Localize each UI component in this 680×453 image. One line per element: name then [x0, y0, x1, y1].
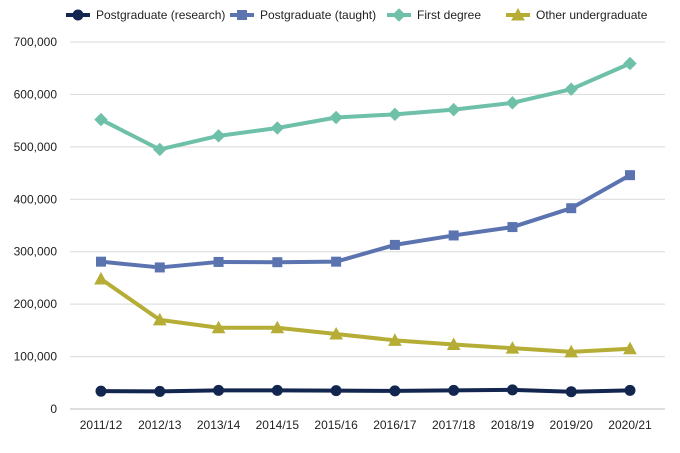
series-line	[99, 173, 632, 270]
data-point-postgraduate-research	[565, 386, 577, 398]
data-point-postgraduate-taught	[154, 262, 165, 273]
legend-label: First degree	[417, 8, 481, 22]
y-tick-label: 0	[50, 402, 57, 416]
x-tick-label: 2018/19	[491, 418, 535, 432]
data-point-first-degree	[94, 112, 108, 127]
data-point-other-undergraduate	[329, 326, 343, 340]
data-point-first-degree	[446, 102, 461, 117]
legend-item: Postgraduate (taught)	[230, 8, 376, 22]
series-postgraduate-research	[95, 384, 636, 398]
data-point-postgraduate-taught	[507, 222, 518, 233]
legend: Postgraduate (research) Postgraduate (tau…	[66, 7, 648, 22]
legend-item: Postgraduate (research)	[66, 8, 225, 22]
data-point-other-undergraduate	[564, 344, 579, 358]
data-point-postgraduate-taught	[331, 256, 342, 267]
data-point-postgraduate-research	[213, 384, 225, 396]
data-point-postgraduate-research	[624, 384, 636, 396]
legend-label: Other undergraduate	[536, 8, 648, 22]
y-tick-label: 300,000	[14, 245, 58, 259]
x-tick-label: 2019/20	[550, 418, 594, 432]
series-lines	[94, 56, 637, 398]
series-line	[99, 387, 632, 394]
data-point-postgraduate-research	[448, 384, 460, 396]
x-tick-label: 2020/21	[608, 418, 652, 432]
legend-marker	[392, 8, 406, 22]
y-tick-label: 200,000	[14, 297, 58, 311]
data-point-other-undergraduate	[623, 341, 637, 355]
y-tick-label: 500,000	[14, 140, 58, 154]
data-point-first-degree	[270, 121, 285, 135]
data-point-postgraduate-research	[154, 385, 166, 397]
data-point-postgraduate-taught	[96, 256, 106, 267]
data-point-other-undergraduate	[446, 337, 461, 351]
data-point-other-undergraduate	[388, 333, 402, 346]
series-postgraduate-taught	[96, 170, 635, 273]
y-tick-label: 100,000	[14, 350, 58, 364]
data-point-postgraduate-research	[389, 385, 401, 397]
data-point-first-degree	[329, 110, 343, 125]
data-point-postgraduate-taught	[448, 230, 459, 241]
data-point-first-degree	[388, 107, 402, 122]
data-point-other-undergraduate	[94, 271, 108, 285]
data-point-first-degree	[623, 56, 637, 71]
data-point-postgraduate-taught	[566, 203, 577, 214]
data-point-postgraduate-research	[271, 384, 283, 396]
data-point-first-degree	[211, 129, 226, 143]
data-point-other-undergraduate	[505, 341, 520, 354]
series-line	[99, 276, 632, 354]
x-tick-label: 2016/17	[373, 418, 417, 432]
data-point-first-degree	[153, 142, 167, 157]
data-point-first-degree	[505, 96, 520, 110]
x-tick-label: 2017/18	[432, 418, 476, 432]
legend-marker	[511, 7, 525, 21]
data-point-first-degree	[564, 82, 578, 96]
data-point-other-undergraduate	[211, 320, 226, 334]
data-point-postgraduate-taught	[272, 257, 283, 268]
data-point-other-undergraduate	[270, 320, 285, 334]
data-point-postgraduate-research	[330, 385, 342, 397]
series-other-undergraduate	[94, 271, 637, 358]
series-line	[99, 61, 632, 152]
data-point-postgraduate-taught	[389, 239, 400, 250]
y-tick-label: 400,000	[14, 192, 58, 206]
data-point-postgraduate-taught	[625, 170, 635, 181]
x-tick-label: 2014/15	[256, 418, 300, 432]
legend-item: Other undergraduate	[506, 7, 648, 22]
x-tick-label: 2012/13	[138, 418, 182, 432]
legend-marker	[237, 10, 247, 20]
data-point-postgraduate-research	[95, 385, 107, 397]
data-point-postgraduate-taught	[213, 256, 224, 267]
y-tick-label: 700,000	[14, 35, 58, 49]
series-first-degree	[94, 56, 637, 157]
y-axis-tick-labels: 0 100,000 200,000 300,000 400,000 500,000 600,…	[14, 35, 58, 416]
legend-label: Postgraduate (research)	[96, 8, 225, 22]
x-axis-tick-labels: 2011/12 2012/13 2013/14 2014/15 2015/16 2016/…	[80, 418, 652, 432]
x-tick-label: 2011/12	[80, 418, 123, 432]
legend-item: First degree	[387, 8, 481, 22]
data-point-other-undergraduate	[152, 312, 167, 326]
x-tick-label: 2015/16	[314, 418, 358, 432]
legend-label: Postgraduate (taught)	[260, 8, 376, 22]
y-tick-label: 600,000	[14, 87, 58, 101]
data-point-postgraduate-research	[506, 384, 518, 396]
legend-marker	[72, 9, 84, 21]
x-tick-label: 2013/14	[197, 418, 241, 432]
